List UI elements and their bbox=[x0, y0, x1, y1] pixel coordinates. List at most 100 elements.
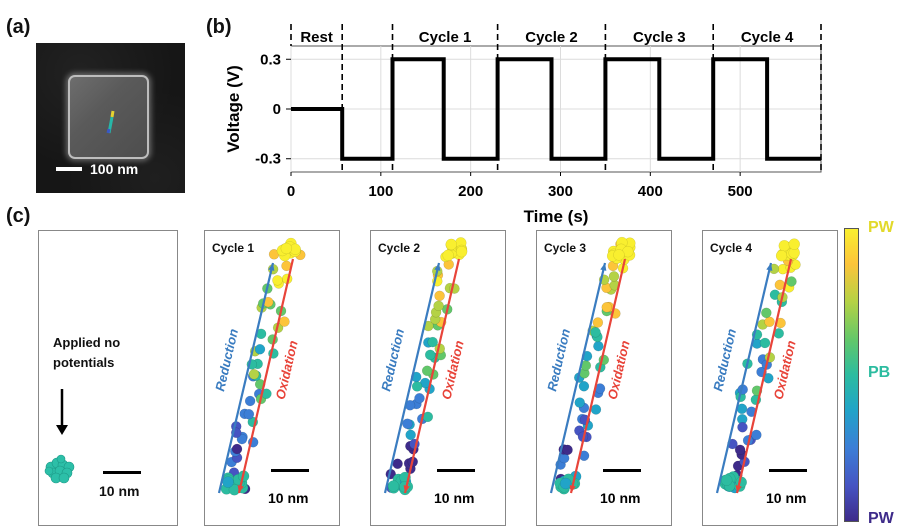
cycle-label: Cycle 4 bbox=[710, 241, 753, 255]
particle-dot bbox=[764, 316, 775, 328]
particle-dot bbox=[578, 381, 590, 392]
scale-label: 10 nm bbox=[99, 483, 140, 499]
scale-label: 10 nm bbox=[766, 490, 806, 506]
oxidation-arrow bbox=[735, 258, 793, 494]
particle-dot bbox=[775, 249, 788, 262]
scale-bar bbox=[437, 469, 475, 472]
particle-dot bbox=[434, 290, 445, 302]
particle-dot bbox=[414, 393, 425, 404]
oxidation-arrow bbox=[403, 258, 461, 494]
particle-dot bbox=[608, 271, 620, 282]
particle-dot bbox=[613, 249, 625, 261]
particle-dot bbox=[734, 444, 746, 456]
y-tick-label: 0.3 bbox=[260, 51, 281, 68]
panel-label-b: (b) bbox=[206, 16, 232, 38]
particle-dot bbox=[590, 404, 602, 415]
particle-dot bbox=[231, 443, 243, 455]
reduction-arrow-head bbox=[766, 263, 773, 271]
particle-dot bbox=[590, 327, 601, 338]
x-tick-label: 400 bbox=[638, 183, 663, 200]
panel-cycle-2: Cycle 2 Reduction Oxidation 10 nm bbox=[370, 230, 506, 526]
y-tick-label: -0.3 bbox=[255, 151, 281, 168]
particle-dot bbox=[559, 477, 572, 490]
oxidation-label: Oxidation bbox=[605, 339, 633, 401]
particle-dot bbox=[424, 349, 436, 361]
particle-dot bbox=[562, 444, 573, 456]
particle-dot bbox=[248, 369, 260, 380]
particle-dot bbox=[592, 317, 604, 328]
x-tick-label: 500 bbox=[728, 183, 753, 200]
particle-dot bbox=[759, 337, 771, 349]
panel-label-c: (c) bbox=[6, 205, 31, 227]
y-axis-label: Voltage (V) bbox=[225, 65, 243, 153]
scale-bar bbox=[603, 469, 641, 472]
particle-dot bbox=[455, 245, 468, 258]
colorbar-top-label: PW bbox=[868, 219, 894, 236]
voltage-trace bbox=[291, 57, 821, 161]
no-potential-graphic bbox=[44, 389, 75, 484]
particle-dot bbox=[222, 476, 234, 488]
colorbar-bottom-label: PW bbox=[868, 510, 894, 527]
trajectory-plot: Reduction Oxidation 10 nm bbox=[710, 238, 807, 506]
oxidation-arrow bbox=[237, 258, 295, 494]
nanocube bbox=[68, 75, 149, 159]
particle-dot bbox=[392, 458, 403, 470]
x-axis-label: Time (s) bbox=[524, 207, 589, 226]
y-tick-label: 0 bbox=[273, 101, 281, 118]
particle-dot bbox=[243, 408, 255, 420]
x-tick-label: 0 bbox=[287, 183, 295, 200]
scale-label: 10 nm bbox=[268, 490, 308, 506]
cycle-label: Cycle 1 bbox=[212, 241, 255, 255]
particle-dot bbox=[601, 302, 613, 313]
scale-bar bbox=[271, 469, 309, 472]
reduction-label: Reduction bbox=[378, 327, 407, 392]
panel-cycle-3: Cycle 3 Reduction Oxidation 10 nm bbox=[536, 230, 672, 526]
oxidation-arrow-head bbox=[237, 485, 244, 493]
panel-label-a: (a) bbox=[6, 16, 31, 38]
particle-dot bbox=[786, 276, 797, 287]
particle-dot bbox=[574, 397, 585, 408]
scale-bar bbox=[103, 471, 141, 474]
panel-cycle-1: Cycle 1 Reduction Oxidation 10 nm bbox=[204, 230, 340, 526]
panel-no-potential: Applied no potentials 10 nm bbox=[38, 230, 178, 526]
particle-dot bbox=[387, 480, 400, 492]
particle-dot bbox=[737, 422, 748, 433]
oxidation-label: Oxidation bbox=[273, 339, 301, 401]
x-tick-label: 300 bbox=[548, 183, 573, 200]
particle-dot bbox=[254, 343, 266, 355]
no-potential-label: Applied no potentials bbox=[53, 335, 121, 370]
panel-cycle-4: Cycle 4 Reduction Oxidation 10 nm bbox=[702, 230, 838, 526]
reduction-arrow-head bbox=[434, 263, 441, 271]
particle-dot bbox=[593, 340, 604, 352]
colorbar-middle-label: PB bbox=[868, 364, 891, 381]
particle-dot bbox=[421, 365, 433, 377]
particle-dot bbox=[427, 336, 438, 348]
oxidation-arrow bbox=[569, 258, 627, 494]
particle-dot bbox=[788, 238, 800, 250]
segment-label: Cycle 4 bbox=[741, 29, 794, 46]
cycle-label: Cycle 3 bbox=[544, 241, 587, 255]
cycle-label: Cycle 2 bbox=[378, 241, 421, 255]
particle-dot bbox=[279, 316, 290, 327]
sem-scale-bar bbox=[56, 167, 82, 171]
oxidation-arrow-head bbox=[569, 485, 576, 493]
particle-dot bbox=[751, 429, 762, 441]
x-tick-label: 100 bbox=[368, 183, 393, 200]
reduction-arrow-head bbox=[268, 263, 275, 271]
particle-dot bbox=[272, 275, 283, 286]
particle-dot bbox=[411, 381, 423, 392]
oxidation-label: Oxidation bbox=[771, 339, 799, 401]
particle-dot bbox=[442, 249, 454, 262]
trajectory-marker bbox=[106, 110, 115, 134]
particle-dot bbox=[280, 242, 293, 255]
scale-label: 10 nm bbox=[600, 490, 640, 506]
particle-dot bbox=[402, 418, 413, 429]
sem-image: 100 nm bbox=[36, 43, 185, 193]
particle-dot bbox=[433, 300, 444, 312]
reduction-label: Reduction bbox=[710, 327, 739, 392]
scale-bar bbox=[769, 469, 807, 472]
particle-dot bbox=[761, 307, 772, 319]
